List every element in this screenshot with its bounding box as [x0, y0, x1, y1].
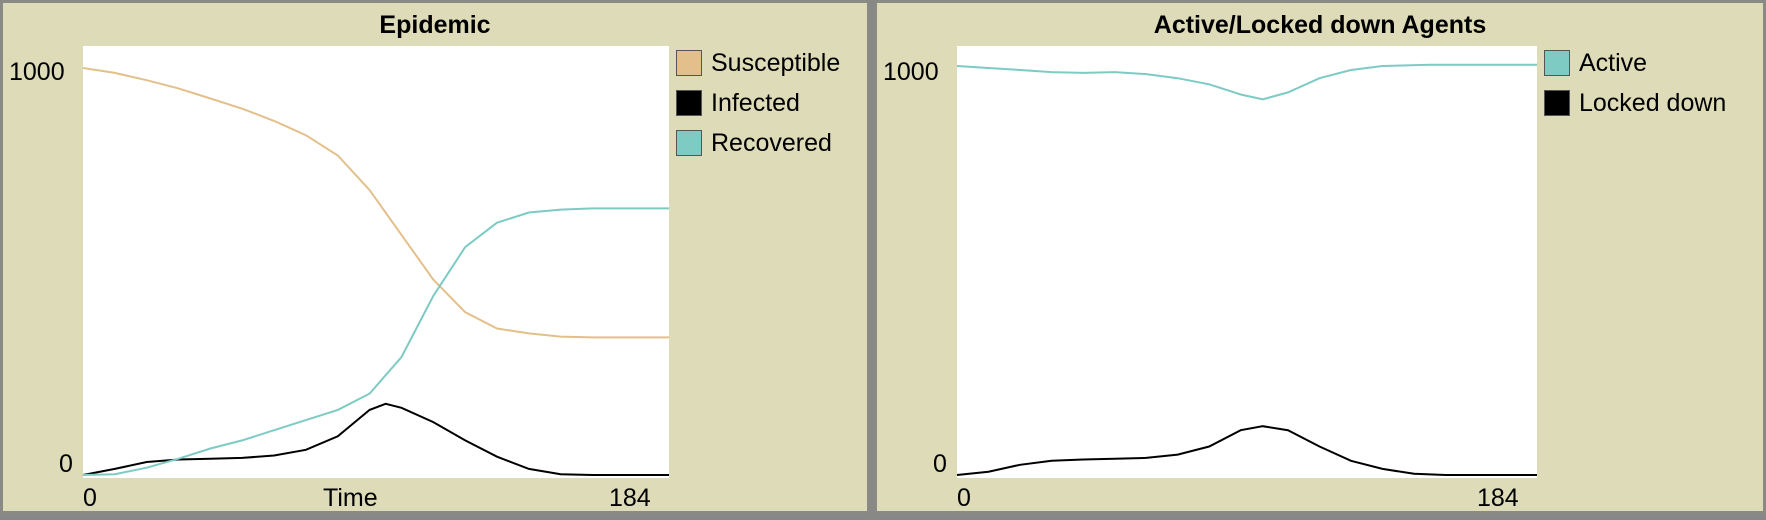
epidemic-plot-panel: Epidemic 1000 0 0 Time 184 Susceptible I…	[0, 0, 870, 514]
legend-label: Active	[1579, 48, 1648, 77]
x-tick-max: 184	[609, 484, 651, 512]
series-line-susceptible	[82, 67, 669, 339]
y-tick-min: 0	[59, 450, 73, 478]
series-line-recovered	[82, 207, 669, 476]
x-axis-label: Time	[323, 484, 378, 512]
legend-label: Recovered	[711, 128, 832, 157]
legend-item-recovered: Recovered	[676, 128, 832, 158]
plot-area	[82, 46, 669, 478]
plot-area	[956, 46, 1537, 478]
series-line-infected	[82, 402, 669, 476]
plot-title: Epidemic	[379, 11, 491, 39]
legend-item-infected: Infected	[676, 88, 800, 118]
epidemic-lines	[82, 67, 669, 476]
legend-item-locked-down: Locked down	[1544, 88, 1726, 118]
legend-item-active: Active	[1544, 48, 1647, 78]
series-line-locked-down	[956, 425, 1537, 476]
agents-lines	[956, 63, 1537, 476]
legend-label: Locked down	[1579, 88, 1727, 117]
y-tick-min: 0	[933, 450, 947, 478]
y-tick-max: 1000	[883, 58, 939, 86]
legend-swatch	[676, 90, 702, 116]
x-tick-max: 184	[1477, 484, 1519, 512]
y-tick-max: 1000	[9, 58, 65, 86]
legend-swatch	[676, 50, 702, 76]
x-tick-min: 0	[83, 484, 97, 512]
agents-plot-panel: Active/Locked down Agents 1000 0 0 184 A…	[874, 0, 1766, 514]
legend-swatch	[1544, 50, 1570, 76]
legend-swatch	[1544, 90, 1570, 116]
legend-swatch	[676, 130, 702, 156]
plot-title: Active/Locked down Agents	[1153, 11, 1487, 39]
series-line-active	[956, 63, 1537, 101]
x-tick-min: 0	[957, 484, 971, 512]
legend-label: Susceptible	[711, 48, 841, 77]
legend-item-susceptible: Susceptible	[676, 48, 840, 78]
legend-label: Infected	[711, 88, 800, 117]
